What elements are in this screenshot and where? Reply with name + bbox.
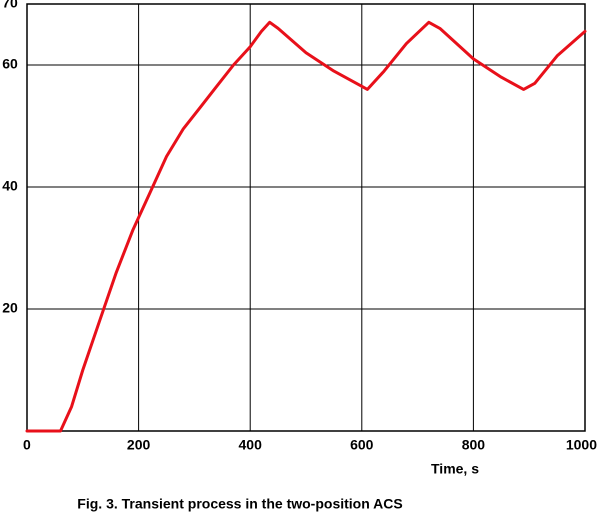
y-tick-label: 70 bbox=[2, 0, 18, 11]
y-tick-label: 60 bbox=[2, 56, 18, 72]
plot-frame bbox=[26, 3, 586, 432]
x-axis-label: Time, s bbox=[431, 461, 479, 477]
y-tick-label: 40 bbox=[2, 178, 18, 194]
data-line bbox=[25, 20, 587, 433]
x-tick-label: 800 bbox=[462, 437, 486, 453]
y-tick-label: 20 bbox=[2, 300, 18, 316]
x-tick-label: 600 bbox=[350, 437, 374, 453]
x-tick-label: 1000 bbox=[566, 437, 597, 453]
x-tick-label: 0 bbox=[23, 437, 31, 453]
x-tick-label: 200 bbox=[127, 437, 151, 453]
chart-title: Fig. 3. Transient process in the two-pos… bbox=[77, 496, 402, 512]
x-tick-label: 400 bbox=[239, 437, 263, 453]
